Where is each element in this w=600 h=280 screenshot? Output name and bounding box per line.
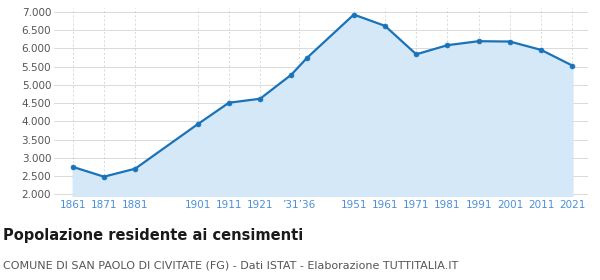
- Text: COMUNE DI SAN PAOLO DI CIVITATE (FG) - Dati ISTAT - Elaborazione TUTTITALIA.IT: COMUNE DI SAN PAOLO DI CIVITATE (FG) - D…: [3, 260, 458, 270]
- Text: Popolazione residente ai censimenti: Popolazione residente ai censimenti: [3, 228, 303, 243]
